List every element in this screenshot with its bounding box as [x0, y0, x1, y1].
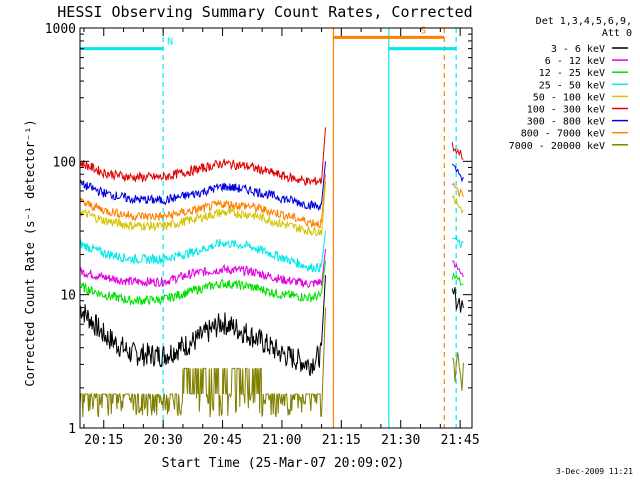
- late-segment-8: [451, 352, 464, 391]
- plot-area: NS: [79, 25, 464, 428]
- series-line-5: [79, 127, 326, 187]
- y-tick-label: 100: [53, 155, 76, 170]
- x-tick-label: 21:30: [381, 433, 420, 448]
- y-tick-label: 1000: [45, 22, 76, 37]
- legend-label-8: 7000 - 20000 keV: [509, 141, 605, 152]
- series-line-7: [79, 174, 326, 229]
- legend-label-7: 800 - 7000 keV: [521, 129, 605, 140]
- late-segment-0: [451, 287, 464, 313]
- x-tick-label: 20:15: [84, 433, 123, 448]
- legend-label-0: 3 - 6 keV: [551, 44, 605, 55]
- legend-label-2: 12 - 25 keV: [539, 68, 605, 79]
- series-line-8: [79, 307, 326, 418]
- late-segment-4: [451, 194, 464, 214]
- late-segment-2: [451, 271, 464, 286]
- series-line-2: [79, 260, 326, 307]
- late-segment-3: [452, 235, 464, 248]
- late-segment-1: [452, 260, 464, 278]
- late-segment-7: [451, 182, 464, 197]
- chart-title: HESSI Observing Summary Count Rates, Cor…: [57, 3, 472, 21]
- late-segment-6: [451, 163, 464, 183]
- y-tick-label: 10: [60, 289, 76, 304]
- x-tick-label: 20:45: [203, 433, 242, 448]
- series-line-0: [79, 275, 326, 377]
- series-line-1: [79, 248, 326, 288]
- legend-header-1: Att 0: [602, 28, 632, 39]
- legend-label-3: 25 - 50 keV: [539, 80, 605, 91]
- legend-label-6: 300 - 800 keV: [527, 117, 605, 128]
- flag-label-n: N: [167, 37, 173, 48]
- axes: 1 10 100 1000 20:15 20:30 20:45 21:00 21:15 21:30…: [45, 22, 480, 448]
- y-tick-label: 1: [68, 422, 76, 437]
- x-axis-label: Start Time (25-Mar-07 20:09:02): [162, 456, 405, 471]
- x-tick-label: 21:00: [262, 433, 301, 448]
- x-tick-label: 20:30: [144, 433, 183, 448]
- y-axis-label: Corrected Count Rate (s⁻¹ detector⁻¹): [23, 119, 37, 386]
- legend-label-5: 100 - 300 keV: [527, 105, 605, 116]
- x-tick-label: 21:45: [441, 433, 480, 448]
- series-line-3: [79, 231, 326, 273]
- series-line-4: [79, 181, 326, 237]
- footer-date: 3-Dec-2009 11:21: [556, 467, 633, 476]
- series-line-6: [79, 161, 326, 211]
- late-segment-5: [451, 142, 464, 160]
- legend-label-1: 6 - 12 keV: [545, 56, 605, 67]
- flag-label-s: S: [420, 25, 426, 36]
- axes-frame: [79, 27, 473, 429]
- legend-label-4: 50 - 100 keV: [533, 92, 605, 103]
- x-tick-label: 21:15: [322, 433, 361, 448]
- legend-header-0: Det 1,3,4,5,6,9,: [536, 16, 632, 27]
